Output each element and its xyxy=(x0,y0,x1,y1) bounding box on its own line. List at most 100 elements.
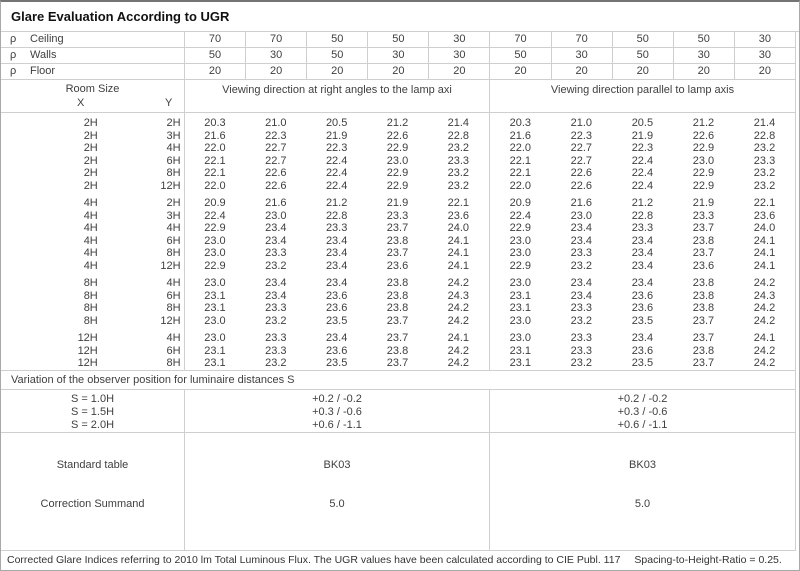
ugr-value: 23.1 xyxy=(509,289,532,302)
room-x-value: 4H xyxy=(83,197,98,209)
ugr-value: 23.8 xyxy=(386,344,409,357)
ugr-value: 23.8 xyxy=(692,302,715,314)
ugr-value: 24.2 xyxy=(447,302,470,314)
ugr-value: 23.1 xyxy=(509,357,532,369)
viewing-parallel-values: 23.1 23.3 23.6 23.8 24.2 xyxy=(490,302,795,315)
footer-text: Corrected Glare Indices referring to 201… xyxy=(7,554,621,566)
ugr-table-row: 12H 6H 23.1 23.3 23.6 23.8 24.2 23.1 23.3 23.6 23.… xyxy=(1,345,795,358)
ugr-value: 23.6 xyxy=(692,259,715,272)
s-correction-value: +0.6 / -1.1 xyxy=(312,419,362,431)
reflectance-value: 50 xyxy=(306,32,367,47)
viewing-parallel-values: 22.9 23.2 23.4 23.6 24.1 xyxy=(490,260,795,273)
ugr-value: 23.3 xyxy=(386,209,409,222)
ugr-value: 24.2 xyxy=(447,344,470,357)
room-y-value: 12H xyxy=(160,259,181,272)
ugr-value: 23.8 xyxy=(692,344,715,357)
reflectance-row: ρ Floor 20 20 20 20 20 20 20 20 20 20 xyxy=(1,64,795,80)
ugr-value: 22.6 xyxy=(386,129,409,142)
room-x-value: 8H xyxy=(83,277,98,289)
room-y-value: 12H xyxy=(160,314,181,327)
ugr-value: 24.1 xyxy=(447,247,470,259)
ugr-value: 23.4 xyxy=(570,234,593,247)
ugr-value: 24.3 xyxy=(753,289,776,302)
ugr-value: 23.7 xyxy=(692,247,715,259)
room-x-value: 12H xyxy=(77,344,98,357)
room-x-value: 2H xyxy=(83,179,98,192)
reflectance-value: 50 xyxy=(367,32,428,47)
ugr-value: 24.2 xyxy=(753,314,776,327)
ugr-value: 23.8 xyxy=(692,234,715,247)
reflectance-value: 30 xyxy=(672,48,734,63)
ugr-value: 23.4 xyxy=(570,277,593,289)
ugr-table: ρ Ceiling 70 70 50 50 30 70 70 50 50 30 ρ Walls 50 30 50… xyxy=(1,32,796,551)
reflectance-value: 70 xyxy=(184,32,245,47)
ugr-value: 23.2 xyxy=(265,259,287,272)
viewing-right-angle-values: 21.6 22.3 21.9 22.6 22.8 xyxy=(185,130,489,143)
s-correction-value: +0.6 / -1.1 xyxy=(617,419,668,431)
ugr-value: 22.9 xyxy=(692,167,715,179)
ugr-value: 22.7 xyxy=(265,142,287,154)
room-y-value: 3H xyxy=(166,129,181,142)
ugr-table-row: 4H 3H 22.4 23.0 22.8 23.3 23.6 22.4 23.0 22.8 23.3… xyxy=(1,210,795,223)
room-x-value: 12H xyxy=(77,357,98,369)
room-x-value: 4H xyxy=(83,222,98,234)
ugr-value: 23.8 xyxy=(386,234,409,247)
ugr-table-row: 2H 4H 22.0 22.7 22.3 22.9 23.2 22.0 22.7 22.3 22.9… xyxy=(1,142,795,155)
reflectance-value: 20 xyxy=(367,64,428,79)
viewing-right-angle-values: 22.1 22.6 22.4 22.9 23.2 xyxy=(185,167,489,180)
reflectance-row: ρ Ceiling 70 70 50 50 30 70 70 50 50 30 xyxy=(1,32,795,48)
standard-table-value: BK03 xyxy=(629,459,656,471)
ugr-value: 24.3 xyxy=(447,289,470,302)
ugr-value: 23.2 xyxy=(570,259,593,272)
ugr-row-block: 8H 4H 23.0 23.4 23.4 23.8 24.2 23.0 23.4 23.4 23.8… xyxy=(1,277,795,327)
ugr-value: 22.0 xyxy=(509,179,532,192)
ugr-value: 23.2 xyxy=(570,314,593,327)
ugr-table-row: 4H 2H 20.9 21.6 21.2 21.9 22.1 20.9 21.6 21.2 21.9… xyxy=(1,197,795,210)
ugr-value: 24.1 xyxy=(753,259,776,272)
ugr-value: 20.5 xyxy=(325,117,348,129)
reflectance-value: 30 xyxy=(733,48,795,63)
ugr-value: 23.2 xyxy=(753,167,776,179)
ugr-value: 22.0 xyxy=(204,142,226,154)
y-axis-label: Y xyxy=(165,97,173,109)
ugr-value: 23.2 xyxy=(570,357,593,369)
ugr-value: 20.9 xyxy=(204,197,226,209)
viewing-parallel-values: 23.1 23.4 23.6 23.8 24.3 xyxy=(490,290,795,303)
ugr-value: 23.3 xyxy=(325,222,348,234)
ugr-value: 21.6 xyxy=(265,197,287,209)
ugr-value: 23.7 xyxy=(692,332,715,344)
ugr-value: 22.6 xyxy=(692,129,715,142)
ugr-value: 21.2 xyxy=(692,117,715,129)
correction-summand-value: 5.0 xyxy=(634,498,651,510)
ugr-value: 21.2 xyxy=(325,197,348,209)
viewing-parallel-values: 20.9 21.6 21.2 21.9 22.1 xyxy=(490,197,795,210)
ugr-value: 22.8 xyxy=(325,209,348,222)
reflectance-value: 50 xyxy=(672,32,734,47)
ugr-value: 22.8 xyxy=(447,129,470,142)
ugr-value: 22.4 xyxy=(631,179,654,192)
room-x-value: 2H xyxy=(83,167,98,179)
reflectance-value: 50 xyxy=(489,48,550,63)
reflectance-value: 20 xyxy=(245,64,306,79)
ugr-value: 23.1 xyxy=(204,289,226,302)
ugr-value: 23.3 xyxy=(570,247,593,259)
ugr-value: 22.4 xyxy=(325,154,348,167)
ugr-table-row: 4H 8H 23.0 23.3 23.4 23.7 24.1 23.0 23.3 23.4 23.7… xyxy=(1,247,795,260)
viewing-right-angle-values: 23.0 23.3 23.4 23.7 24.1 xyxy=(185,332,489,345)
ugr-value: 23.8 xyxy=(386,302,409,314)
room-size-label: Room Size xyxy=(65,83,120,95)
ugr-value: 20.9 xyxy=(509,197,532,209)
ugr-value: 23.0 xyxy=(509,314,532,327)
ugr-value: 23.5 xyxy=(325,314,348,327)
ugr-value: 23.2 xyxy=(265,314,287,327)
viewing-right-angle-values: 23.0 23.4 23.4 23.8 24.1 xyxy=(185,235,489,248)
table-header-row: Room Size X Y Viewing direction at right… xyxy=(1,80,795,113)
ugr-value: 22.4 xyxy=(509,209,532,222)
ugr-value: 23.3 xyxy=(692,209,715,222)
column-divider xyxy=(184,113,185,370)
ugr-value: 23.0 xyxy=(204,234,226,247)
reflectance-label: ρ Walls xyxy=(1,48,184,63)
s-correction-value: +0.3 / -0.6 xyxy=(312,406,362,418)
ugr-value: 23.0 xyxy=(570,209,593,222)
